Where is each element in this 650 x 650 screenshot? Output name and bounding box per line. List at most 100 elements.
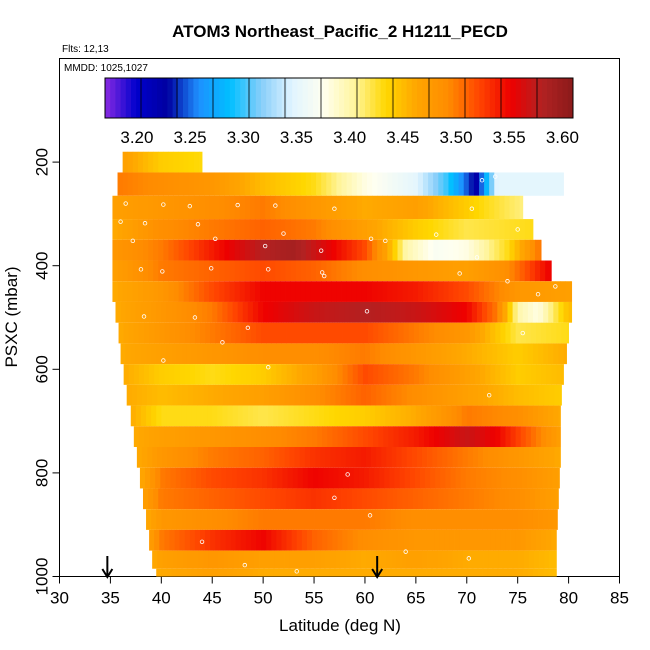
heatmap-row: [142, 488, 559, 510]
heatmap-cell: [207, 509, 213, 530]
heatmap-cell: [369, 467, 375, 489]
heatmap-cell: [300, 281, 307, 302]
heatmap-cell: [334, 509, 340, 530]
heatmap-cell: [417, 281, 424, 302]
heatmap-cell: [349, 405, 356, 427]
heatmap-cell: [332, 529, 338, 551]
heatmap-cell: [400, 343, 407, 365]
heatmap-cell: [159, 364, 165, 385]
heatmap-cell: [269, 550, 275, 569]
colorbar-tick-label: 3.35: [280, 128, 313, 147]
heatmap-cell: [410, 301, 417, 323]
heatmap-cell: [433, 488, 439, 510]
heatmap-cell: [275, 239, 281, 261]
colorbar-segment: [557, 78, 564, 118]
heatmap-cell: [441, 509, 447, 530]
heatmap-cell: [465, 467, 472, 489]
colorbar-segment: [463, 78, 470, 118]
heatmap-cell: [489, 281, 495, 302]
heatmap-cell: [513, 447, 520, 468]
heatmap-cell: [232, 568, 239, 577]
heatmap-cell: [192, 447, 199, 468]
colorbar-segment: [541, 78, 548, 118]
heatmap-cell: [176, 568, 183, 577]
heatmap-cell: [277, 467, 283, 489]
sample-point: [209, 266, 214, 271]
heatmap-cell: [324, 568, 330, 577]
heatmap-cell: [554, 447, 560, 468]
heatmap-cell: [224, 195, 230, 220]
heatmap-cell: [319, 405, 325, 427]
heatmap-cell: [331, 195, 337, 220]
heatmap-row: [156, 568, 557, 577]
heatmap-cell: [144, 364, 150, 385]
sample-point: [318, 248, 324, 253]
heatmap-cell: [275, 219, 281, 240]
heatmap-cell: [342, 322, 349, 344]
heatmap-cell: [545, 172, 551, 196]
heatmap-cell: [522, 568, 529, 577]
heatmap-cell: [330, 550, 336, 569]
heatmap-cell: [538, 568, 544, 577]
heatmap-cell: [461, 301, 468, 323]
heatmap-cell: [518, 447, 525, 468]
heatmap-cell: [183, 219, 190, 240]
heatmap-row: [117, 172, 564, 196]
heatmap-cell: [132, 195, 139, 220]
colorbar-segment: [500, 78, 506, 118]
heatmap-cell: [374, 467, 380, 489]
heatmap-cell: [301, 529, 308, 551]
heatmap-cell: [371, 550, 377, 569]
heatmap-cell: [335, 550, 341, 569]
heatmap-cell: [428, 219, 434, 240]
heatmap-cell: [361, 239, 368, 261]
heatmap-row: [122, 151, 203, 173]
heatmap-cell: [451, 568, 457, 577]
colorbar-segment: [489, 78, 496, 118]
heatmap-cell: [448, 281, 454, 302]
heatmap-cell: [551, 529, 557, 551]
colorbar-segment: [141, 78, 148, 118]
heatmap-cell: [219, 172, 225, 196]
heatmap-cell: [296, 529, 303, 551]
heatmap-cell: [136, 447, 143, 468]
heatmap-cell: [482, 568, 488, 577]
heatmap-cell: [279, 550, 285, 569]
heatmap-cell: [357, 426, 364, 447]
heatmap-cell: [208, 447, 214, 468]
heatmap-cell: [406, 550, 413, 569]
heatmap-cell: [539, 550, 545, 569]
heatmap-cell: [473, 281, 480, 302]
heatmap-cell: [278, 568, 284, 577]
heatmap-cell: [321, 172, 327, 196]
heatmap-cell: [132, 151, 139, 173]
heatmap-cell: [156, 405, 162, 427]
heatmap-cell: [305, 172, 312, 196]
heatmap-cell: [283, 301, 289, 323]
heatmap-cell: [559, 447, 561, 468]
colorbar-segment: [276, 78, 283, 118]
heatmap-cell: [550, 260, 552, 282]
heatmap-cell: [524, 219, 531, 240]
heatmap-cell: [494, 195, 500, 220]
heatmap-cell: [361, 219, 368, 240]
heatmap-cell: [298, 568, 305, 577]
heatmap-cell: [148, 260, 154, 282]
heatmap-cell: [484, 239, 490, 261]
heatmap-cell: [382, 195, 388, 220]
sample-point: [123, 201, 128, 206]
colorbar-segment: [385, 78, 392, 118]
heatmap-cell: [490, 322, 496, 344]
heatmap-cell: [325, 384, 331, 406]
heatmap-cell: [510, 364, 517, 385]
heatmap-cell: [381, 550, 387, 569]
heatmap-cell: [365, 384, 372, 406]
heatmap-cell: [508, 550, 515, 569]
heatmap-cell: [271, 364, 277, 385]
heatmap-cell: [247, 343, 254, 365]
sample-point: [141, 314, 147, 319]
heatmap-cell: [316, 195, 322, 220]
heatmap-cell: [238, 384, 245, 406]
heatmap-cell: [205, 364, 211, 385]
